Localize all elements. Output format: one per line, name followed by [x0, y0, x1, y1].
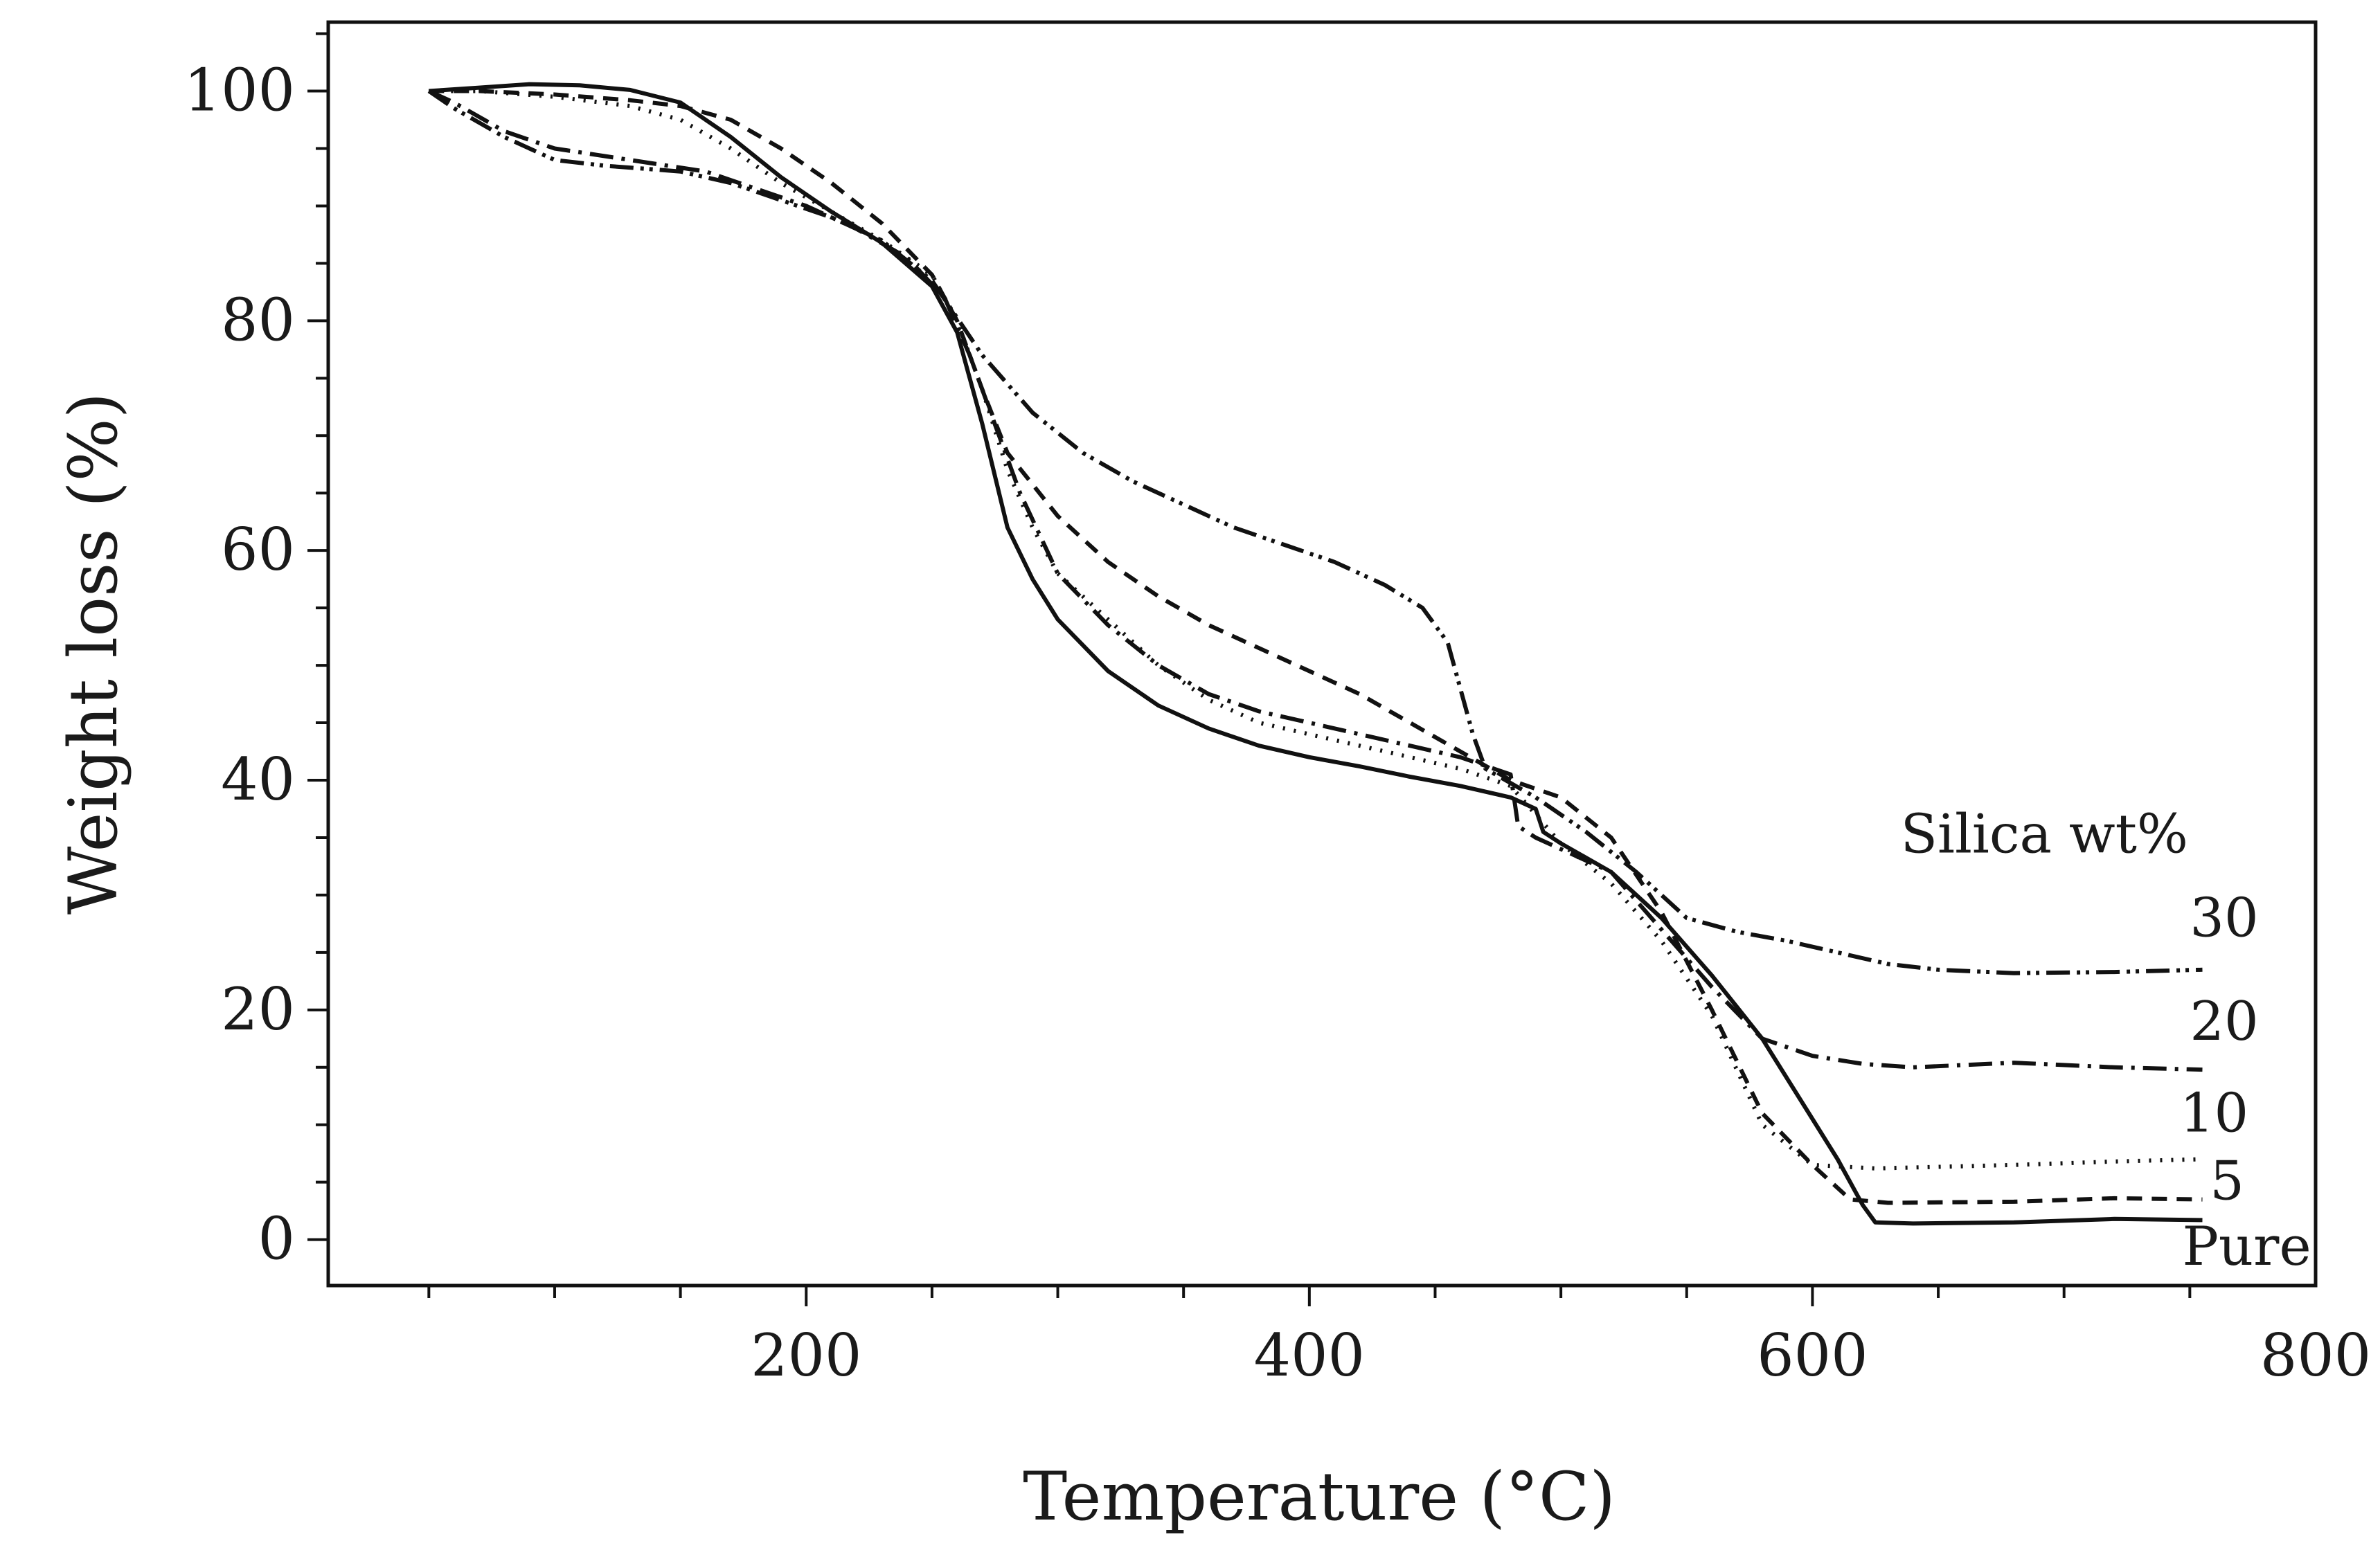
x-tick-label: 200	[751, 1322, 861, 1389]
series-line-20	[428, 89, 2203, 1072]
series-label-10: 10	[2180, 1083, 2248, 1145]
x-axis-title: Temperature (°C)	[1023, 1458, 1616, 1535]
series-line-pure	[429, 82, 2203, 1226]
series-label-pure: Pure	[2182, 1216, 2311, 1278]
legend-title: Silica wt%	[1901, 804, 2188, 866]
series-label-20: 20	[2190, 991, 2258, 1053]
y-tick-label: 60	[221, 516, 295, 584]
tick-labels: 200 400 600 800 0 20 40 60 80 100	[184, 57, 2372, 1389]
x-tick-label: 400	[1254, 1322, 1365, 1389]
axis-ticks	[307, 32, 2192, 1306]
y-tick-label: 100	[184, 57, 295, 125]
series-line-5	[429, 89, 2203, 1205]
x-tick-label: 600	[1757, 1322, 1868, 1389]
y-tick-label: 80	[221, 286, 295, 354]
series-label-5: 5	[2210, 1151, 2244, 1213]
series-label-30: 30	[2190, 887, 2258, 950]
series-line-30	[427, 89, 2203, 975]
y-tick-label: 40	[221, 746, 295, 813]
series-group	[427, 82, 2203, 1226]
series-line-10	[429, 89, 2203, 1171]
y-tick-label: 0	[258, 1205, 295, 1273]
plot-frame	[326, 20, 2318, 1288]
y-axis-title: Weight loss (%)	[55, 393, 132, 914]
x-tick-label: 800	[2260, 1322, 2371, 1389]
y-tick-label: 20	[221, 975, 295, 1043]
